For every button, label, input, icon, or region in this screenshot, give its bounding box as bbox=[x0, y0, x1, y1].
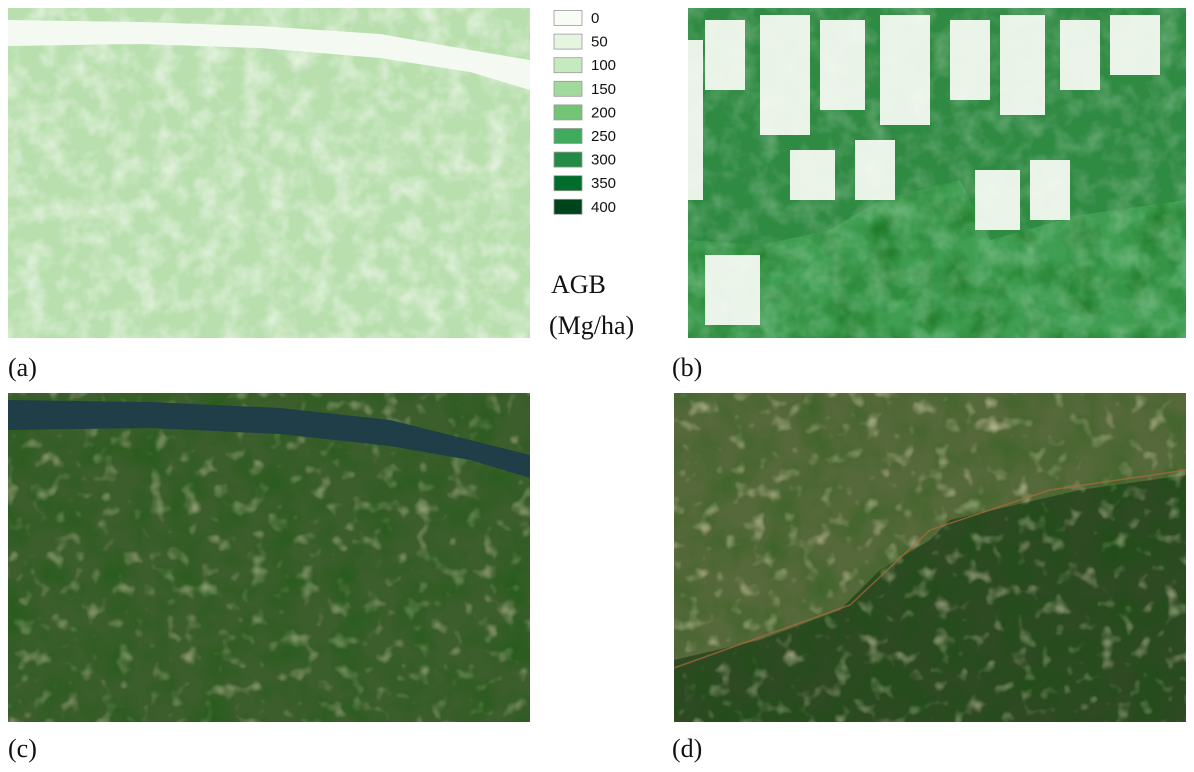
legend-label: 350 bbox=[591, 175, 616, 192]
legend-swatch bbox=[554, 58, 582, 73]
caption: (d) bbox=[672, 734, 702, 763]
caption: (c) bbox=[8, 734, 37, 763]
legend-swatch bbox=[554, 176, 582, 191]
panel-a-image bbox=[8, 8, 530, 338]
legend-label: 0 bbox=[591, 10, 599, 27]
panel-b-image bbox=[688, 8, 1186, 338]
legend-label: 300 bbox=[591, 152, 616, 169]
caption: (b) bbox=[672, 353, 702, 382]
legend-label: 100 bbox=[591, 57, 616, 74]
legend-swatch bbox=[554, 199, 582, 214]
legend-swatch bbox=[554, 152, 582, 167]
page: {"legend": {"title_line1": "AGB", "title… bbox=[0, 0, 1194, 767]
legend-label: 400 bbox=[591, 199, 616, 216]
legend-label: 150 bbox=[591, 81, 616, 98]
panel-c-image bbox=[8, 393, 530, 722]
legend-label: 200 bbox=[591, 104, 616, 121]
legend-swatch bbox=[554, 105, 582, 120]
legend-label: 50 bbox=[591, 34, 608, 51]
legend-label: 250 bbox=[591, 128, 616, 145]
legend-swatch bbox=[554, 11, 582, 26]
legend-swatch bbox=[554, 34, 582, 49]
legend-swatch bbox=[554, 81, 582, 96]
legend-swatch bbox=[554, 129, 582, 144]
caption: (a) bbox=[8, 353, 37, 382]
panel-d-image bbox=[674, 393, 1186, 722]
legend-unit: (Mg/ha) bbox=[549, 311, 634, 340]
legend: AGB (Mg/ha) 0 50 100 150 200 250 300 350 400 bbox=[549, 10, 634, 340]
figure: AGB (Mg/ha) 0 50 100 150 200 250 300 350 400 (a)… bbox=[0, 0, 1194, 767]
legend-title: AGB bbox=[551, 270, 606, 299]
